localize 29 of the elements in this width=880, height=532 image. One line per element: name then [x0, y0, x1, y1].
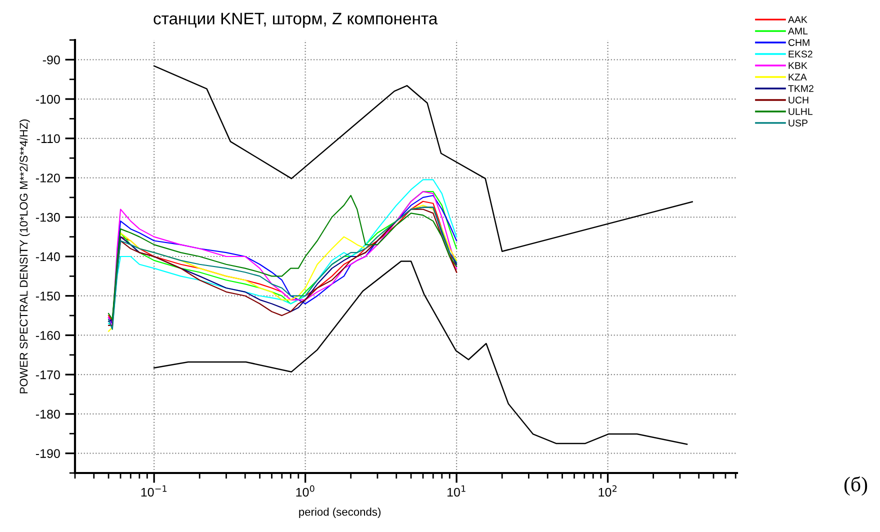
legend-label: AML	[788, 28, 808, 34]
x-tick-label: 10$^{1}$	[448, 485, 466, 497]
y-tick-label: -120	[36, 174, 60, 182]
x-tick-label: 10$^{2}$	[598, 485, 617, 497]
y-axis-title: POWER SPECTRAL DENSITY (10*LOG M**2/S**4/HZ)	[19, 120, 30, 394]
y-tick-label: -180	[36, 410, 60, 419]
legend-label: KZA	[788, 74, 807, 80]
chart-title: станции KNET, шторм, Z компонента	[154, 12, 438, 28]
y-tick-label: -90	[42, 55, 60, 64]
y-tick-label: -100	[36, 94, 60, 104]
y-tick-label: -150	[36, 292, 60, 301]
legend-label: KBK	[788, 62, 808, 69]
legend-label: USP	[788, 120, 808, 126]
y-tick-label: -130	[36, 212, 60, 222]
legend-label: AAK	[788, 16, 808, 23]
y-tick-label: -170	[36, 370, 60, 380]
x-tick-label: 10$^{−1}$	[141, 485, 167, 497]
legend-label: ULHL	[788, 108, 813, 115]
legend-label: EKS2	[788, 50, 812, 58]
y-tick-label: -140	[36, 252, 60, 262]
y-tick-label: -110	[36, 134, 60, 144]
y-tick-label: -160	[36, 331, 60, 340]
y-tick-label: -190	[36, 449, 60, 458]
legend-label: TKM2	[788, 85, 814, 92]
legend-label: CHM	[788, 39, 810, 46]
legend-label: UCH	[788, 96, 808, 104]
x-axis-title: period (seconds)	[299, 508, 380, 518]
text: (б)	[844, 476, 868, 496]
x-tick-label: 10$^{0}$	[296, 485, 314, 497]
